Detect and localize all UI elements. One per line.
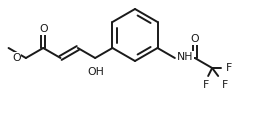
Text: F: F	[226, 63, 232, 73]
Text: O: O	[191, 34, 199, 44]
Text: O: O	[39, 24, 47, 34]
Text: O: O	[12, 53, 21, 63]
Text: OH: OH	[88, 67, 105, 77]
Text: NH: NH	[177, 52, 193, 62]
Text: F: F	[222, 80, 228, 90]
Text: F: F	[203, 80, 209, 90]
